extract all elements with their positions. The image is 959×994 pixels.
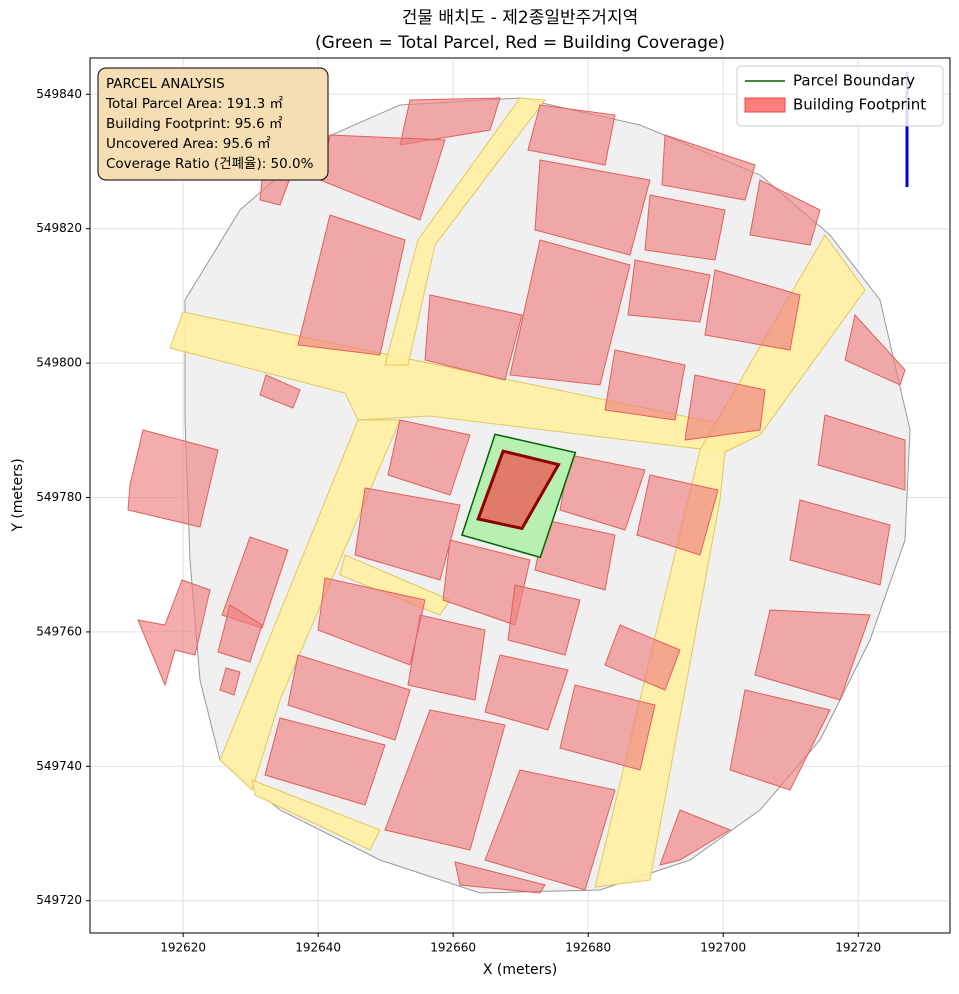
building [484,769,616,891]
building [264,717,386,806]
annotation-line: Uncovered Area: 95.6 ㎡ [106,136,271,152]
building [407,614,486,701]
legend-label: Building Footprint [793,96,926,114]
building [644,194,726,261]
y-tick-label: 549720 [36,893,82,907]
building [424,294,523,381]
building [704,269,801,351]
building-polygon [476,449,561,531]
building [354,487,461,581]
building [684,374,766,441]
building [844,313,906,386]
building [507,584,581,656]
annotation: PARCEL ANALYSIS Total Parcel Area: 191.3 … [97,67,329,181]
annotation-line: PARCEL ANALYSIS [106,76,225,92]
legend: Parcel Boundary Building Footprint [736,65,944,127]
y-tick-label: 549740 [36,759,82,773]
road [384,97,546,366]
building [534,159,651,256]
building [484,654,569,731]
road [594,234,866,888]
building [659,809,732,866]
building [221,536,289,629]
y-tick-label: 549780 [36,490,82,504]
building [287,654,411,741]
road [219,419,401,791]
building [729,689,831,791]
building [661,134,756,201]
x-tick-label: 192700 [700,941,746,955]
x-tick-label: 192680 [565,941,611,955]
building [604,349,686,421]
building [636,474,719,556]
legend-swatch [744,97,786,113]
building [754,609,871,701]
building [604,624,681,691]
building [217,604,263,663]
annotation-line: Coverage Ratio (건폐율): 50.0% [106,156,314,172]
annotation-box [97,67,329,181]
y-tick-label: 549800 [36,356,82,370]
legend-box [736,65,944,127]
legend-label: Parcel Boundary [793,72,915,90]
y-axis-label: Y (meters) [10,458,26,532]
road [251,779,381,851]
building [127,429,219,528]
annotation-line: Total Parcel Area: 191.3 ㎡ [105,96,283,112]
building [559,684,656,771]
y-tick-label: 549760 [36,624,82,638]
building [219,667,241,696]
building [817,414,906,491]
x-tick-label: 192640 [295,941,341,955]
building [527,104,616,166]
x-tick-label: 192720 [835,941,881,955]
building [384,709,506,851]
x-tick-label: 192660 [430,941,476,955]
annotation-line: Building Footprint: 95.6 ㎡ [106,116,283,132]
chart-title: 건물 배치도 - 제2종일반주거지역 [402,8,638,28]
x-axis-label: X (meters) [483,962,557,978]
y-tick-label: 549840 [36,87,82,101]
axes-frame [89,57,951,934]
building [137,579,211,687]
chart-subtitle: (Green = Total Parcel, Red = Building Co… [315,33,725,53]
building [749,179,821,246]
building [559,454,646,531]
x-tick-label: 192620 [160,941,206,955]
highlight [460,433,577,559]
building [399,97,501,146]
building [509,239,631,386]
building [297,214,406,356]
building [387,419,471,496]
y-tick-label: 549820 [36,221,82,235]
building [454,861,546,894]
building [627,259,711,323]
building [317,577,426,666]
building [259,374,301,409]
building [789,499,891,586]
